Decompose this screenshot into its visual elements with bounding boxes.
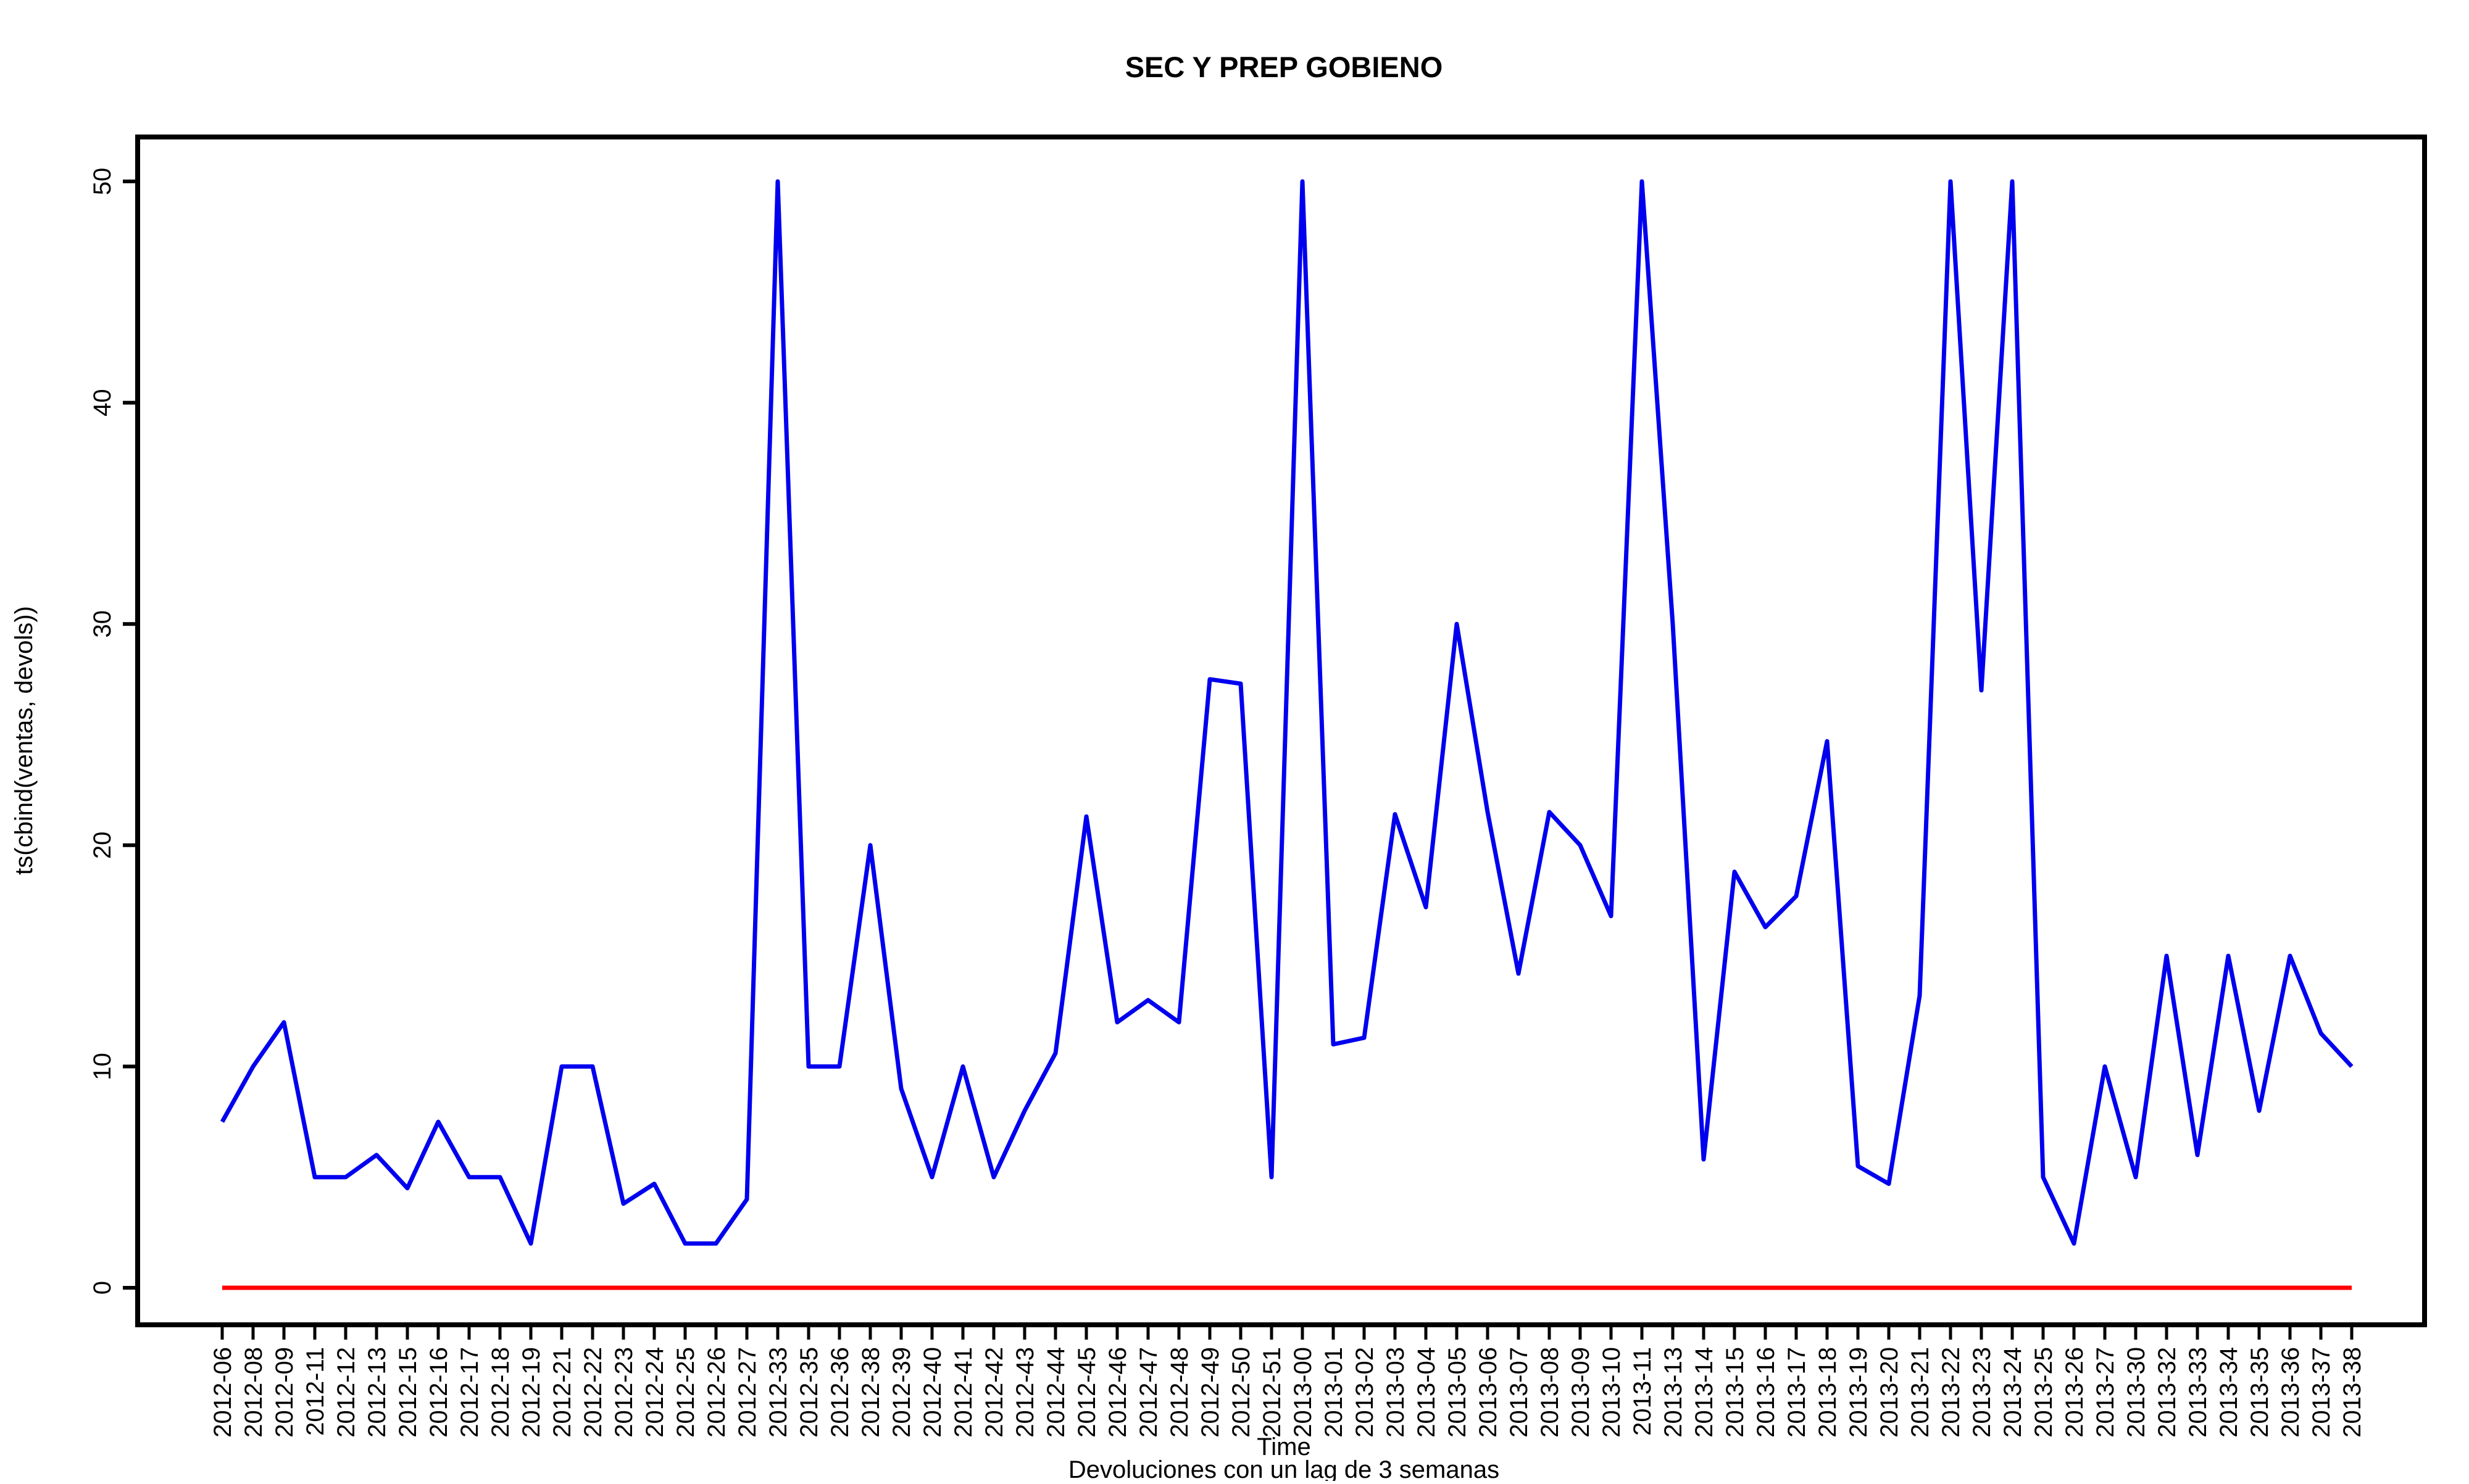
x-tick-label: 2012-42	[981, 1347, 1008, 1438]
x-tick-label: 2012-51	[1259, 1347, 1286, 1438]
y-tick-label: 0	[89, 1281, 116, 1295]
x-tick-label: 2012-49	[1197, 1347, 1224, 1438]
x-tick-label: 2012-27	[734, 1347, 761, 1438]
x-tick-label: 2012-35	[796, 1347, 823, 1438]
x-tick-label: 2012-17	[456, 1347, 483, 1438]
y-tick-label: 30	[89, 610, 116, 637]
x-tick-label: 2012-25	[672, 1347, 699, 1438]
x-tick-label: 2013-05	[1444, 1347, 1471, 1438]
x-tick-label: 2013-14	[1691, 1347, 1718, 1438]
x-tick-label: 2012-06	[209, 1347, 236, 1438]
x-tick-label: 2013-13	[1660, 1347, 1687, 1438]
x-tick-label: 2013-35	[2246, 1347, 2273, 1438]
x-tick-label: 2013-27	[2092, 1347, 2119, 1438]
x-tick-label: 2012-18	[487, 1347, 514, 1438]
x-tick-label: 2012-33	[765, 1347, 792, 1438]
y-axis: 0 10 20 30 40 50	[89, 168, 138, 1295]
x-tick-label: 2013-37	[2308, 1347, 2335, 1438]
x-tick-label: 2013-32	[2154, 1347, 2181, 1438]
x-tick-label: 2012-50	[1228, 1347, 1255, 1438]
x-tick-label: 2012-43	[1012, 1347, 1039, 1438]
x-tick-label: 2012-21	[549, 1347, 576, 1438]
x-tick-label: 2012-47	[1135, 1347, 1162, 1438]
x-tick-label: 2013-18	[1814, 1347, 1841, 1438]
x-tick-label: 2012-16	[425, 1347, 452, 1438]
x-tick-label: 2012-41	[950, 1347, 977, 1438]
x-tick-label: 2013-00	[1289, 1347, 1317, 1438]
x-tick-label: 2012-26	[703, 1347, 730, 1438]
x-tick-label: 2013-07	[1505, 1347, 1533, 1438]
x-tick-label: 2013-33	[2184, 1347, 2212, 1438]
x-axis-label: Time	[1257, 1433, 1310, 1461]
series-layer	[220, 179, 2354, 1290]
x-tick-label: 2012-11	[302, 1347, 329, 1436]
x-tick-label: 2012-22	[580, 1347, 607, 1438]
x-tick-label: 2012-13	[364, 1347, 391, 1438]
x-tick-label: 2013-21	[1907, 1347, 1934, 1438]
x-tick-label: 2012-46	[1104, 1347, 1131, 1438]
y-tick-label: 50	[89, 168, 116, 196]
x-tick-label: 2013-10	[1598, 1347, 1625, 1438]
x-tick-label: 2012-39	[888, 1347, 915, 1438]
x-tick-label: 2013-15	[1722, 1347, 1749, 1438]
plot-frame	[135, 135, 2427, 1327]
x-tick-label: 2013-36	[2277, 1347, 2304, 1438]
x-tick-label: 2013-06	[1475, 1347, 1502, 1438]
x-tick-label: 2013-03	[1382, 1347, 1409, 1438]
series-line	[220, 179, 2354, 1246]
x-tick-label: 2012-40	[919, 1347, 946, 1438]
x-tick-label: 2013-24	[1999, 1347, 2026, 1438]
x-tick-label: 2012-24	[641, 1347, 668, 1438]
x-tick-label: 2012-38	[857, 1347, 885, 1438]
x-tick-label: 2013-23	[1968, 1347, 1996, 1438]
chart-title: SEC Y PREP GOBIENO	[1125, 51, 1443, 83]
x-tick-label: 2013-16	[1752, 1347, 1780, 1438]
x-tick-label: 2012-44	[1043, 1347, 1070, 1438]
chart-subtitle: Devoluciones con un lag de 3 semanas	[1068, 1456, 1499, 1481]
x-tick-label: 2012-08	[240, 1347, 267, 1438]
x-tick-label: 2012-09	[271, 1347, 298, 1438]
x-tick-label: 2013-09	[1567, 1347, 1594, 1438]
x-tick-label: 2013-17	[1783, 1347, 1810, 1438]
x-tick-label: 2012-12	[333, 1347, 360, 1438]
x-axis: 2012-06 2012-08 2012-09 2012-11 2012-12 2012-…	[209, 1325, 2366, 1438]
x-tick-label: 2013-20	[1876, 1347, 1903, 1438]
x-tick-label: 2012-15	[394, 1347, 422, 1438]
x-tick-label: 2013-25	[2030, 1347, 2057, 1438]
x-tick-label: 2013-26	[2061, 1347, 2088, 1438]
x-tick-label: 2013-02	[1351, 1347, 1378, 1438]
x-tick-label: 2012-36	[826, 1347, 854, 1438]
y-tick-label: 40	[89, 389, 116, 417]
x-tick-label: 2013-34	[2215, 1347, 2242, 1438]
x-tick-label: 2012-19	[518, 1347, 545, 1438]
x-tick-label: 2013-01	[1320, 1347, 1347, 1438]
x-tick-label: 2012-45	[1073, 1347, 1101, 1438]
x-tick-label: 2012-23	[610, 1347, 638, 1438]
x-tick-label: 2013-22	[1938, 1347, 1965, 1438]
x-tick-label: 2012-48	[1166, 1347, 1193, 1438]
x-tick-label: 2013-30	[2123, 1347, 2150, 1438]
x-tick-label: 2013-04	[1413, 1347, 1440, 1438]
y-tick-label: 20	[89, 832, 116, 860]
x-tick-label: 2013-19	[1845, 1347, 1872, 1438]
x-tick-label: 2013-11	[1629, 1347, 1656, 1436]
y-axis-label: ts(cbind(ventas, devols))	[10, 606, 38, 875]
x-tick-label: 2013-08	[1536, 1347, 1563, 1438]
y-tick-label: 10	[89, 1053, 116, 1080]
x-tick-label: 2013-38	[2339, 1347, 2366, 1438]
